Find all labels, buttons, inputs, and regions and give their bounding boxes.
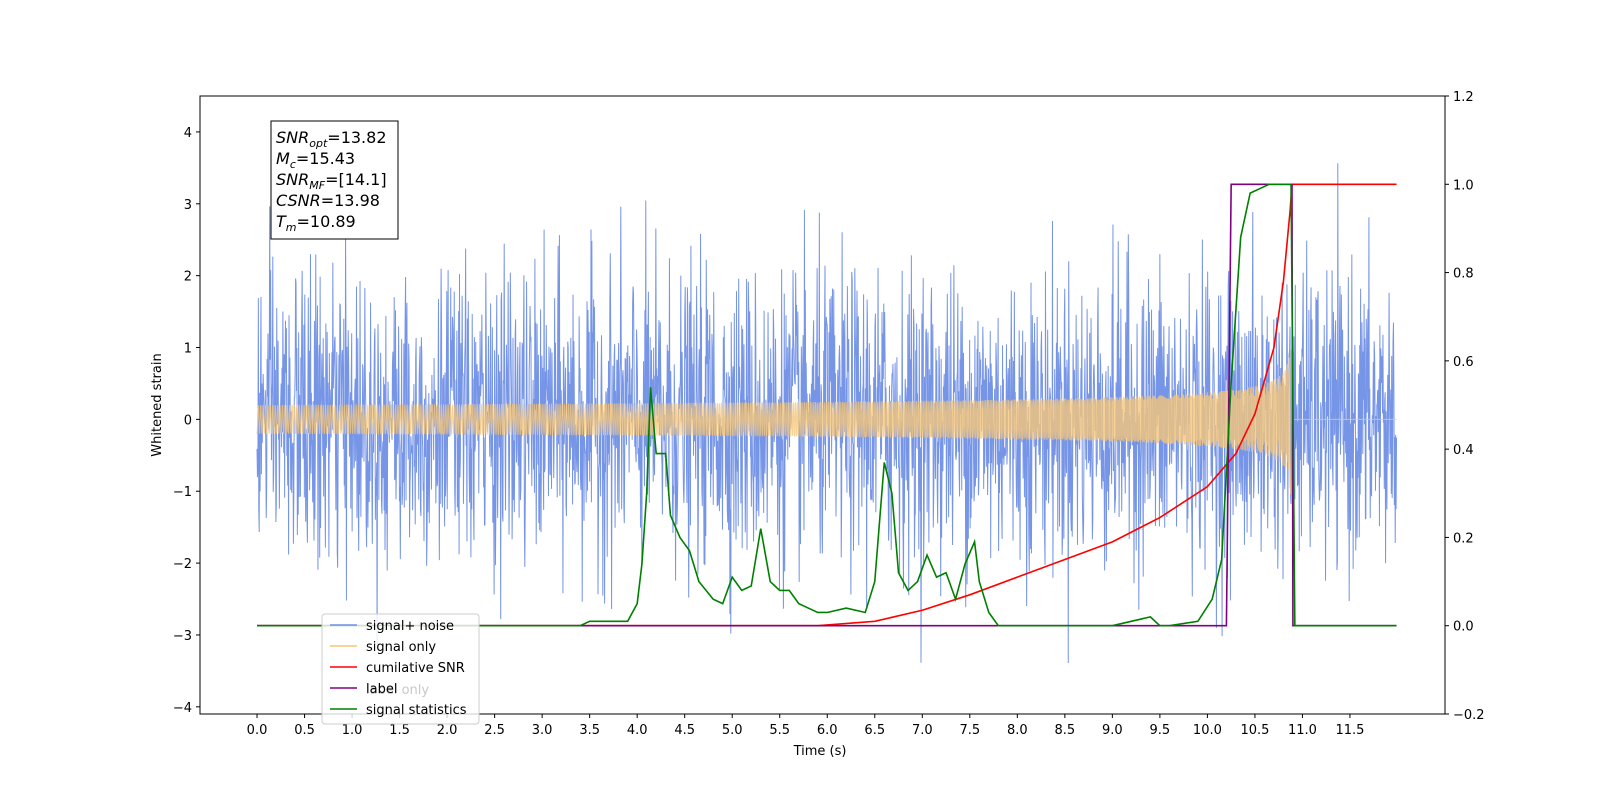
y2-tick-label: 1.0 <box>1453 178 1474 193</box>
annotation-line: SNRopt=13.82 <box>276 128 387 150</box>
legend-label: signal only <box>366 640 436 655</box>
series-signal-noise-line <box>256 163 1398 663</box>
x-axis: 0.0 0.5 1.0 1.5 2.0 2.5 3.0 3.5 4.0 4.5 5.0 5.5 6.0 6… <box>247 714 1364 738</box>
x-tick-label: 3.0 <box>532 723 553 738</box>
x-tick-label: 11.5 <box>1335 723 1364 738</box>
x-tick-label: 8.0 <box>1007 723 1028 738</box>
y-tick-label: 4 <box>184 126 192 141</box>
legend-label: signal statistics <box>366 703 467 718</box>
annotation-symbol: SNR <box>276 128 309 147</box>
y2-tick-label: 0.6 <box>1453 355 1474 370</box>
annotation-symbol: T <box>276 212 287 231</box>
annotation-value: =[14.1] <box>325 170 387 189</box>
annotation-subscript: c <box>290 158 296 171</box>
y-tick-label: 2 <box>184 270 192 285</box>
x-tick-label: 6.0 <box>817 723 838 738</box>
annotation-value: =15.43 <box>296 149 355 168</box>
y2-tick-label: 0.4 <box>1453 443 1474 458</box>
x-tick-label: 9.5 <box>1150 723 1171 738</box>
x-tick-label: 8.5 <box>1055 723 1076 738</box>
legend: label only signal+ noise signal only cumil… <box>321 613 480 725</box>
annotation-line: Mc=15.43 <box>276 149 355 171</box>
series-signal-only-line <box>256 349 1397 495</box>
x-tick-label: 0.0 <box>247 723 268 738</box>
annotation-symbol: CSNR <box>276 191 321 210</box>
annotation-line: CSNR=13.98 <box>276 191 380 210</box>
y2-tick-label: 1.2 <box>1453 90 1474 105</box>
y2-tick-label: 0.8 <box>1453 267 1474 282</box>
annotation-line: Tm=10.89 <box>276 212 356 234</box>
x-tick-label: 2.5 <box>484 723 505 738</box>
annotation-value: =10.89 <box>297 212 356 231</box>
annotation-box: SNRopt=13.82Mc=15.43SNRMF=[14.1]CSNR=13.… <box>270 120 399 240</box>
y-axis-right: 1.2 1.0 0.8 0.6 0.4 0.2 0.0 −0.2 <box>1445 90 1485 723</box>
x-tick-label: 0.5 <box>294 723 315 738</box>
x-axis-label: Time (s) <box>793 744 847 759</box>
x-tick-label: 5.0 <box>722 723 743 738</box>
plot-frame <box>199 95 1446 715</box>
x-tick-label: 10.5 <box>1240 723 1269 738</box>
x-tick-label: 7.0 <box>912 723 933 738</box>
y-axis-label: Whitened strain <box>150 353 165 456</box>
x-tick-label: 6.5 <box>864 723 885 738</box>
annotation-symbol: SNR <box>276 170 309 189</box>
x-tick-label: 1.0 <box>342 723 363 738</box>
series-cumulative-snr-line <box>257 183 1397 627</box>
y-tick-label: −3 <box>173 629 192 644</box>
legend-label: label <box>366 682 397 697</box>
x-tick-label: 4.0 <box>627 723 648 738</box>
y-tick-label: 3 <box>184 198 192 213</box>
x-tick-label: 5.5 <box>769 723 790 738</box>
y-tick-label: −4 <box>173 701 192 716</box>
annotation-value: =13.82 <box>327 128 386 147</box>
annotation-subscript: m <box>286 221 297 234</box>
legend-hidden-text: label only <box>366 683 429 698</box>
x-tick-label: 11.0 <box>1288 723 1317 738</box>
annotation-symbol: M <box>276 149 290 168</box>
annotation-line: SNRMF=[14.1] <box>276 170 387 192</box>
y2-tick-label: 0.2 <box>1453 531 1474 546</box>
y-tick-label: 0 <box>184 413 192 428</box>
y2-tick-label: 0.0 <box>1453 620 1474 635</box>
x-tick-label: 3.5 <box>579 723 600 738</box>
x-tick-label: 1.5 <box>389 723 410 738</box>
annotation-subscript: MF <box>309 179 325 192</box>
x-tick-label: 10.0 <box>1193 723 1222 738</box>
y-axis-left: 4 3 2 1 0 −1 −2 −3 −4 <box>173 126 200 716</box>
x-tick-label: 4.5 <box>674 723 695 738</box>
legend-label: cumilative SNR <box>366 661 465 676</box>
legend-label: signal+ noise <box>366 619 454 634</box>
x-tick-label: 2.0 <box>437 723 458 738</box>
annotation-subscript: opt <box>309 137 328 150</box>
annotation-value: =13.98 <box>321 191 380 210</box>
y-tick-label: −1 <box>173 485 192 500</box>
y-tick-label: 1 <box>184 342 192 357</box>
series-signal-statistics-line <box>257 183 1397 627</box>
y2-tick-label: −0.2 <box>1453 708 1485 723</box>
x-tick-label: 9.0 <box>1102 723 1123 738</box>
y-tick-label: −2 <box>173 557 192 572</box>
x-tick-label: 7.5 <box>959 723 980 738</box>
